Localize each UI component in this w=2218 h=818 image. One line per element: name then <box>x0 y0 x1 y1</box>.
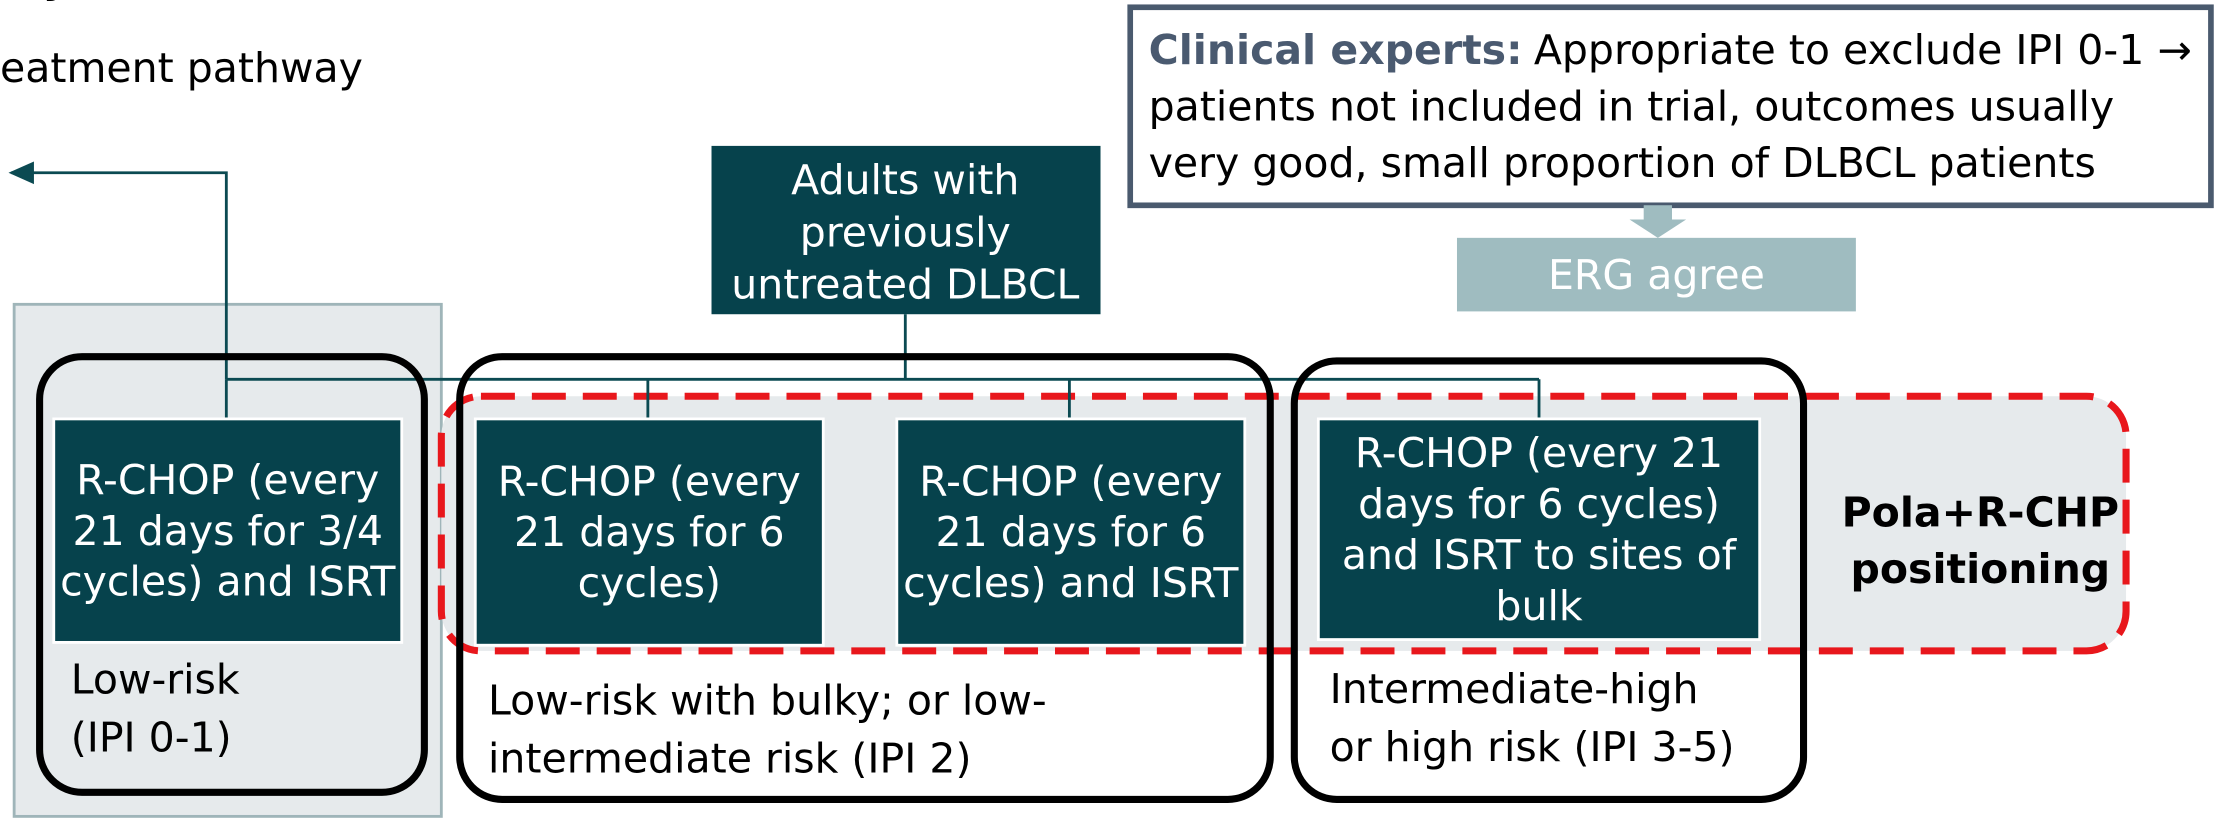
callout-text: Appropriate to exclude IPI 0-1 → <box>1534 26 2192 74</box>
group-label: intermediate risk (IPI 2) <box>488 735 971 783</box>
treatment-text: R-CHOP (every 21 <box>1355 429 1723 477</box>
callout-label: Clinical experts: <box>1149 26 1523 74</box>
subtitle: eatment pathway <box>0 44 363 92</box>
group-label: Low-risk <box>71 655 240 703</box>
treatment-text: bulk <box>1495 582 1582 630</box>
treatment-text: and ISRT to sites of <box>1342 531 1738 579</box>
erg-text: ERG agree <box>1548 251 1765 299</box>
root-text: Adults with <box>791 156 1019 204</box>
root-text: previously <box>800 208 1011 256</box>
callout-text: patients not included in trial, outcomes… <box>1149 82 2115 130</box>
group-label: or high risk (IPI 3-5) <box>1330 723 1735 771</box>
treatment-text: cycles) <box>578 559 721 607</box>
treatment-box <box>895 417 1247 647</box>
treatment-text: R-CHOP (every <box>919 457 1222 505</box>
positioning-text: positioning <box>1851 545 2111 593</box>
group-label: Intermediate-high <box>1330 665 1699 713</box>
callout-line: Clinical experts: Appropriate to exclude … <box>1149 26 2192 74</box>
group-label: Low-risk with bulky; or low- <box>488 677 1047 725</box>
callout-text: very good, small proportion of DLBCL pat… <box>1149 139 2096 187</box>
treatment-box <box>1316 417 1762 641</box>
treatment-text: cycles) and ISRT <box>903 559 1239 607</box>
group-label: (IPI 0-1) <box>71 713 232 761</box>
treatment-box <box>473 417 825 647</box>
erg-box <box>1456 237 1856 312</box>
treatment-text: days for 6 cycles) <box>1358 480 1720 528</box>
treatment-text: R-CHOP (every <box>76 456 379 504</box>
treatment-text: 21 days for 6 <box>514 508 785 556</box>
callout-box <box>1127 4 2214 209</box>
root-text: untreated DLBCL <box>731 261 1079 309</box>
connectors <box>8 161 1541 422</box>
group-outlines <box>36 353 1808 803</box>
title: y <box>42 0 75 3</box>
callout-arrow <box>1629 205 1687 238</box>
treatment-box <box>52 417 404 644</box>
treatment-text: 21 days for 3/4 <box>72 507 383 555</box>
treatment-text: cycles) and ISRT <box>60 558 396 606</box>
treatment-text: R-CHOP (every <box>498 457 801 505</box>
positioning-text: Pola+R-CHP <box>1842 488 2119 536</box>
root-box <box>711 145 1101 315</box>
treatment-text: 21 days for 6 <box>936 508 1207 556</box>
